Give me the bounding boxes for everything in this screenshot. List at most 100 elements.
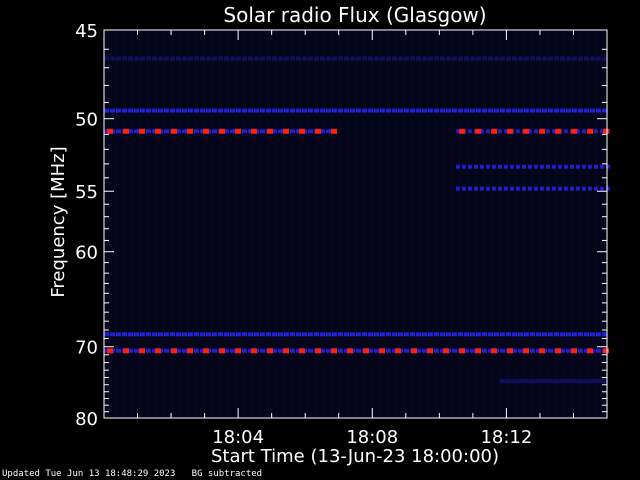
band-segment: [565, 379, 572, 384]
y-tick-label: 55: [75, 182, 98, 203]
band-segment: [122, 108, 127, 113]
band-segment: [206, 56, 211, 61]
band-segment: [468, 129, 472, 134]
band-segment: [302, 332, 307, 337]
band-segment: [134, 56, 139, 61]
band-segment: [504, 129, 508, 134]
band-segment: [200, 348, 205, 353]
band-segment: [182, 332, 187, 337]
band-segment: [296, 348, 301, 353]
band-segment: [242, 108, 247, 113]
band-segment: [134, 348, 139, 353]
band-segment: [146, 129, 151, 134]
band-segment: [140, 56, 145, 61]
band-burst: [203, 128, 209, 134]
band-burst: [107, 348, 113, 354]
band-segment: [488, 108, 493, 113]
band-segment: [266, 56, 271, 61]
band-segment: [547, 379, 554, 384]
band-segment: [134, 332, 139, 337]
band-segment: [104, 56, 109, 61]
band-burst: [283, 348, 289, 354]
band-segment: [308, 332, 313, 337]
band-segment: [182, 129, 187, 134]
band-burst: [587, 128, 594, 134]
band-burst: [491, 128, 498, 134]
band-segment: [452, 56, 457, 61]
band-segment: [404, 332, 409, 337]
band-segment: [602, 108, 607, 113]
band-burst: [155, 348, 161, 354]
band-segment: [254, 56, 259, 61]
band-burst: [155, 128, 161, 134]
band-segment: [553, 379, 560, 384]
band-segment: [260, 108, 265, 113]
band-segment: [422, 332, 427, 337]
band-segment: [596, 56, 601, 61]
band-segment: [584, 56, 589, 61]
band-segment: [552, 164, 556, 169]
band-segment: [338, 56, 343, 61]
band-segment: [440, 108, 445, 113]
band-segment: [320, 129, 325, 134]
chart-title: Solar radio Flux (Glasgow): [223, 3, 486, 27]
band-segment: [176, 108, 181, 113]
band-segment: [476, 108, 481, 113]
band-segment: [522, 186, 526, 191]
band-segment: [578, 56, 583, 61]
band-segment: [350, 332, 355, 337]
band-segment: [464, 348, 469, 353]
band-segment: [272, 129, 277, 134]
band-segment: [516, 186, 520, 191]
band-segment: [104, 129, 109, 134]
axes: 45 50 55 60 70 80 18:04 18:08 18:12: [75, 21, 608, 448]
band-burst: [187, 128, 193, 134]
band-segment: [380, 56, 385, 61]
band-segment: [564, 129, 568, 134]
band-burst: [395, 348, 401, 354]
band-segment: [446, 332, 451, 337]
band-segment: [110, 56, 115, 61]
band-segment: [128, 56, 133, 61]
band-segment: [458, 108, 463, 113]
x-tick-label: 18:12: [480, 427, 532, 448]
band-segment: [512, 332, 517, 337]
band-burst: [251, 348, 257, 354]
band-segment: [516, 129, 520, 134]
band-segment: [589, 379, 596, 384]
band-segment: [164, 332, 169, 337]
band-segment: [542, 56, 547, 61]
band-segment: [458, 56, 463, 61]
plot-area: [104, 30, 610, 418]
band-segment: [446, 108, 451, 113]
y-tick-label: 60: [75, 243, 98, 264]
band-segment: [392, 332, 397, 337]
band-segment: [470, 332, 475, 337]
band-segment: [410, 56, 415, 61]
footer: Updated Tue Jun 13 18:48:29 2023 BG subt…: [2, 469, 262, 479]
plot-background: [104, 30, 607, 418]
band-segment: [254, 108, 259, 113]
band-burst: [523, 128, 530, 134]
band-segment: [542, 332, 547, 337]
band-segment: [536, 108, 541, 113]
band-segment: [546, 164, 550, 169]
band-segment: [164, 108, 169, 113]
band-burst: [299, 128, 305, 134]
band-segment: [290, 129, 295, 134]
band-segment: [230, 108, 235, 113]
band-segment: [212, 129, 217, 134]
band-burst: [267, 128, 273, 134]
band-segment: [571, 379, 578, 384]
band-segment: [344, 56, 349, 61]
band-segment: [308, 108, 313, 113]
band-segment: [392, 108, 397, 113]
band-segment: [559, 379, 566, 384]
band-segment: [546, 186, 550, 191]
band-segment: [272, 332, 277, 337]
band-segment: [236, 332, 241, 337]
band-segment: [558, 164, 562, 169]
band-segment: [554, 56, 559, 61]
band-segment: [266, 108, 271, 113]
band-segment: [576, 129, 580, 134]
